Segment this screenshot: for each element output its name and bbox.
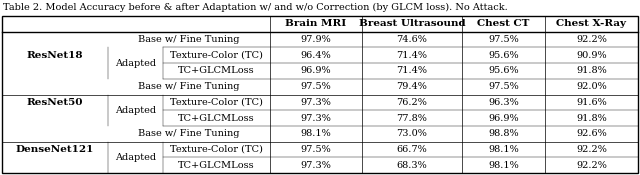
Text: 97.3%: 97.3%: [301, 98, 332, 107]
Text: Base w/ Fine Tuning: Base w/ Fine Tuning: [138, 35, 240, 44]
Text: 66.7%: 66.7%: [397, 145, 428, 154]
Bar: [2, 16, 638, 173]
Text: Adapted: Adapted: [115, 106, 156, 115]
Text: Adapted: Adapted: [115, 153, 156, 162]
Text: Base w/ Fine Tuning: Base w/ Fine Tuning: [138, 82, 240, 91]
Text: 91.6%: 91.6%: [576, 98, 607, 107]
Text: Texture-Color (TC): Texture-Color (TC): [170, 145, 263, 154]
Text: 98.8%: 98.8%: [488, 129, 519, 138]
Text: 97.9%: 97.9%: [301, 35, 332, 44]
Text: 92.2%: 92.2%: [576, 161, 607, 170]
Text: Chest CT: Chest CT: [477, 19, 530, 28]
Text: TC+GLCMLoss: TC+GLCMLoss: [178, 161, 255, 170]
Text: 92.6%: 92.6%: [576, 129, 607, 138]
Text: 98.1%: 98.1%: [301, 129, 332, 138]
Text: 90.9%: 90.9%: [576, 51, 607, 60]
Text: Brain MRI: Brain MRI: [285, 19, 347, 28]
Text: 97.3%: 97.3%: [301, 161, 332, 170]
Text: Chest X-Ray: Chest X-Ray: [557, 19, 627, 28]
Text: 98.1%: 98.1%: [488, 161, 519, 170]
Text: Breast Ultrasound: Breast Ultrasound: [358, 19, 465, 28]
Text: ResNet18: ResNet18: [27, 51, 83, 60]
Text: 79.4%: 79.4%: [397, 82, 428, 91]
Text: 96.4%: 96.4%: [301, 51, 332, 60]
Text: 73.0%: 73.0%: [397, 129, 428, 138]
Text: 77.8%: 77.8%: [397, 114, 428, 122]
Text: 96.9%: 96.9%: [301, 66, 332, 75]
Text: 92.2%: 92.2%: [576, 35, 607, 44]
Text: 92.2%: 92.2%: [576, 145, 607, 154]
Text: 95.6%: 95.6%: [488, 66, 519, 75]
Text: Texture-Color (TC): Texture-Color (TC): [170, 51, 263, 60]
Text: 92.0%: 92.0%: [576, 82, 607, 91]
Text: 74.6%: 74.6%: [397, 35, 428, 44]
Text: 71.4%: 71.4%: [397, 51, 428, 60]
Text: Table 2. Model Accuracy before & after Adaptation w/ and w/o Correction (by GLCM: Table 2. Model Accuracy before & after A…: [3, 3, 508, 12]
Text: 96.9%: 96.9%: [488, 114, 519, 122]
Text: TC+GLCMLoss: TC+GLCMLoss: [178, 114, 255, 122]
Text: 71.4%: 71.4%: [397, 66, 428, 75]
Text: 76.2%: 76.2%: [397, 98, 428, 107]
Text: 95.6%: 95.6%: [488, 51, 519, 60]
Text: 68.3%: 68.3%: [397, 161, 428, 170]
Text: 97.5%: 97.5%: [488, 82, 519, 91]
Text: 97.5%: 97.5%: [301, 82, 332, 91]
Text: Adapted: Adapted: [115, 59, 156, 68]
Text: 98.1%: 98.1%: [488, 145, 519, 154]
Text: ResNet50: ResNet50: [27, 98, 83, 107]
Text: 91.8%: 91.8%: [576, 114, 607, 122]
Text: TC+GLCMLoss: TC+GLCMLoss: [178, 66, 255, 75]
Text: 97.5%: 97.5%: [488, 35, 519, 44]
Text: 96.3%: 96.3%: [488, 98, 519, 107]
Text: Texture-Color (TC): Texture-Color (TC): [170, 98, 263, 107]
Text: Base w/ Fine Tuning: Base w/ Fine Tuning: [138, 129, 240, 138]
Text: 91.8%: 91.8%: [576, 66, 607, 75]
Text: 97.5%: 97.5%: [301, 145, 332, 154]
Text: 97.3%: 97.3%: [301, 114, 332, 122]
Text: DenseNet121: DenseNet121: [16, 145, 94, 154]
